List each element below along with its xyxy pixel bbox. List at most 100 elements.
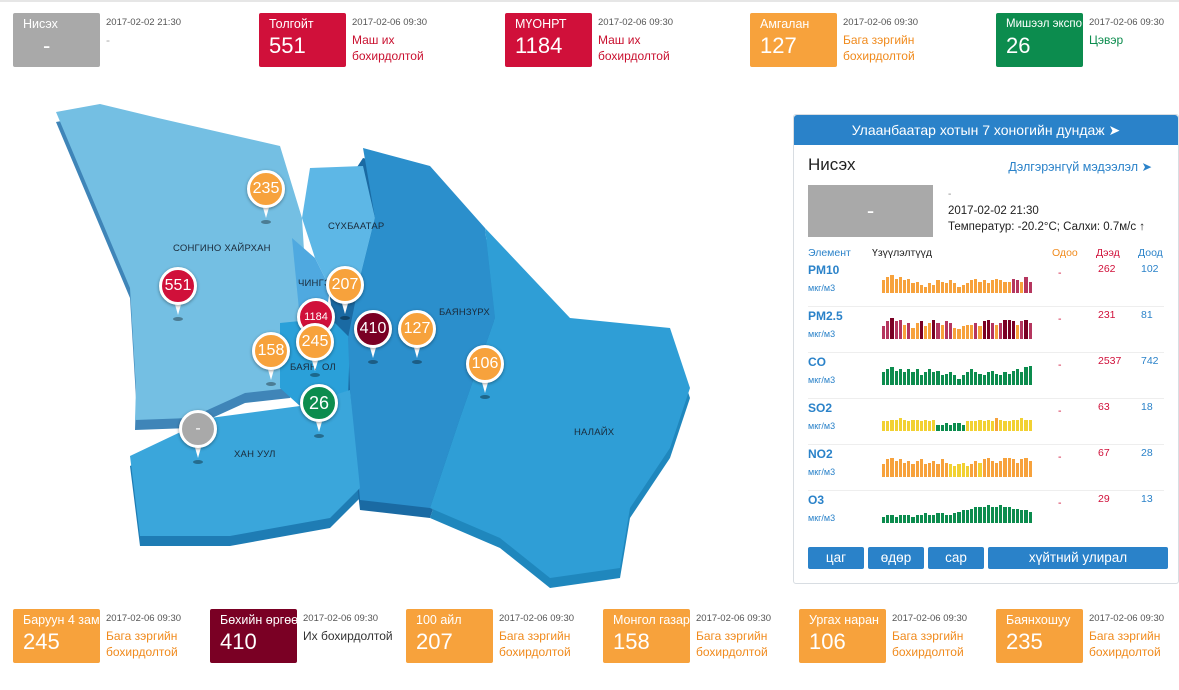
sparkline-bar	[894, 321, 898, 339]
sparkline-co	[882, 365, 1032, 385]
more-info-label: Дэлгэрэнгүй мэдээлэл	[1008, 160, 1139, 174]
sparkline-bar	[928, 323, 932, 339]
sparkline-bar	[936, 424, 940, 431]
station-card-muonrt[interactable]: МҮОНРТ 1184 2017-02-06 09:30 Маш их бохирд…	[505, 13, 692, 67]
value-min: 28	[1141, 447, 1153, 459]
sparkline-bar	[986, 457, 990, 477]
sparkline-bar	[961, 510, 965, 523]
district-khanuul[interactable]	[130, 390, 360, 536]
station-card-bayankhoshuu[interactable]: Баянхошуу 235 2017-02-06 09:30 Бага зэргий…	[996, 609, 1173, 663]
panel-context: - 2017-02-02 21:30 Температур: -20.2°C; …	[948, 187, 1145, 235]
sparkline-bar	[936, 370, 940, 385]
more-info-link[interactable]: Дэлгэрэнгүй мэдээлэл ➤	[1008, 159, 1152, 174]
sparkline-bar	[890, 275, 894, 293]
sparkline-bar	[1011, 459, 1015, 477]
map-marker-urgakh-naran[interactable]: 106	[465, 345, 505, 401]
sparkline-bar	[911, 327, 915, 339]
sparkline-bar	[928, 283, 932, 293]
sparkline-bar	[898, 319, 902, 339]
sparkline-bar	[961, 462, 965, 477]
district-nalaikh[interactable]	[430, 228, 690, 578]
station-card-baruun-4-zam[interactable]: Баруун 4 зам 245 2017-02-06 09:30 Бага зэр…	[13, 609, 200, 663]
sparkline-bar	[894, 278, 898, 293]
sparkline-bar	[919, 321, 923, 339]
map-marker-amgalan[interactable]: 127	[397, 310, 437, 366]
sparkline-bar	[923, 326, 928, 339]
map-marker-bokhiin-urguu[interactable]: 410	[353, 310, 393, 366]
sparkline-bar	[986, 319, 990, 339]
sparkline-bar	[965, 324, 969, 339]
sparkline-bar	[915, 281, 919, 293]
value-max: 2537	[1098, 355, 1122, 367]
sparkline-bar	[961, 326, 965, 339]
sparkline-bar	[932, 372, 936, 385]
sparkline-bar	[978, 462, 982, 477]
map-marker-misheel-expo[interactable]: 26	[299, 384, 339, 440]
period-button-day[interactable]: өдөр	[868, 547, 924, 569]
map-marker-nisekh[interactable]: -	[178, 410, 218, 466]
station-card-nisekh[interactable]: Нисэх - 2017-02-02 21:30 -	[13, 13, 200, 67]
panel-header-link[interactable]: Улаанбаатар хотын 7 хоногийн дундаж ➤	[794, 115, 1178, 145]
element-name: O3	[808, 493, 825, 507]
pollutant-row-pm10: PM10 мкг/м3 - 262 102	[808, 263, 1164, 307]
element-name: NO2	[808, 447, 833, 461]
sparkline-bar	[928, 421, 932, 431]
sparkline-bar	[957, 511, 961, 523]
map-marker-mongol-gazar[interactable]: 158	[251, 332, 291, 388]
sparkline-bar	[898, 515, 902, 523]
station-name: Ургах наран	[809, 613, 879, 627]
district-sukhbaatar[interactable]	[302, 166, 375, 288]
sparkline-bar	[990, 461, 995, 477]
value-min: 81	[1141, 309, 1153, 321]
station-card-mongol-gazar[interactable]: Монгол газар 158 2017-02-06 09:30 Бага зэр…	[603, 609, 790, 663]
map-marker-baruun-4-zam[interactable]: 245	[295, 323, 335, 379]
sparkline-bar	[982, 507, 986, 523]
sparkline-bar	[949, 280, 953, 293]
station-name: Монгол газар	[613, 613, 690, 627]
sparkline-bar	[923, 419, 928, 431]
value-min: 18	[1141, 401, 1153, 413]
sparkline-bar	[1016, 324, 1020, 339]
period-button-month[interactable]: сар	[928, 547, 984, 569]
pollutant-row-co: CO мкг/м3 - 2537 742	[808, 355, 1164, 399]
sparkline-bar	[1024, 419, 1028, 431]
map-marker-tolgoit[interactable]: 551	[158, 267, 198, 323]
sparkline-bar	[1024, 319, 1028, 339]
map-marker-bayankhoshuu[interactable]: 235	[246, 170, 286, 226]
sparkline-bar	[932, 285, 936, 293]
station-card-bokhiin-urguu[interactable]: Бөхийн өргөө 410 2017-02-06 09:30 Их бохир…	[210, 609, 397, 663]
value-min: 102	[1141, 263, 1159, 275]
station-card-amgalan[interactable]: Амгалан 127 2017-02-06 09:30 Бага зэргийн …	[750, 13, 937, 67]
station-card-100-ail[interactable]: 100 айл 207 2017-02-06 09:30 Бага зэргийн …	[406, 609, 593, 663]
element-unit: мкг/м3	[808, 513, 836, 523]
sparkline-bar	[932, 461, 936, 477]
map-marker-100-ail[interactable]: 207	[325, 266, 365, 322]
station-card-tolgoit[interactable]: Толгойт 551 2017-02-06 09:30 Маш их бохирд…	[259, 13, 446, 67]
sparkline-bar	[969, 280, 974, 293]
district-songinokhairkhan[interactable]	[56, 104, 310, 420]
sparkline-bar	[982, 421, 986, 431]
sparkline-bar	[969, 464, 974, 477]
sparkline-bar	[911, 464, 915, 477]
station-datetime: 2017-02-02 21:30	[106, 17, 182, 28]
station-card-misheel-expo[interactable]: Мишээл экспо 26 2017-02-06 09:30 Цэвэр	[996, 13, 1173, 67]
sparkline-bar	[1003, 457, 1007, 477]
sparkline-o3	[882, 503, 1032, 523]
sparkline-bar	[936, 464, 940, 477]
element-unit: мкг/м3	[808, 421, 836, 431]
station-status: Бага зэргийн бохирдолтой	[499, 629, 571, 659]
sparkline-bar	[894, 370, 898, 385]
pollutant-row-pm25: PM2.5 мкг/м3 - 231 81	[808, 309, 1164, 353]
station-tile: Ургах наран 106	[799, 609, 886, 663]
period-button-cold-season[interactable]: хүйтний улирал	[988, 547, 1168, 569]
sparkline-bar	[1028, 365, 1032, 385]
sparkline-bar	[965, 372, 969, 385]
station-status: Цэвэр	[1089, 33, 1124, 47]
station-tile: Баруун 4 зам 245	[13, 609, 100, 663]
station-card-urgakh-naran[interactable]: Ургах наран 106 2017-02-06 09:30 Бага зэрг…	[799, 609, 986, 663]
sparkline-bar	[953, 375, 957, 385]
sparkline-bar	[919, 285, 923, 293]
period-button-hour[interactable]: цаг	[808, 547, 864, 569]
sparkline-bar	[915, 323, 919, 339]
sparkline-bar	[961, 285, 965, 293]
